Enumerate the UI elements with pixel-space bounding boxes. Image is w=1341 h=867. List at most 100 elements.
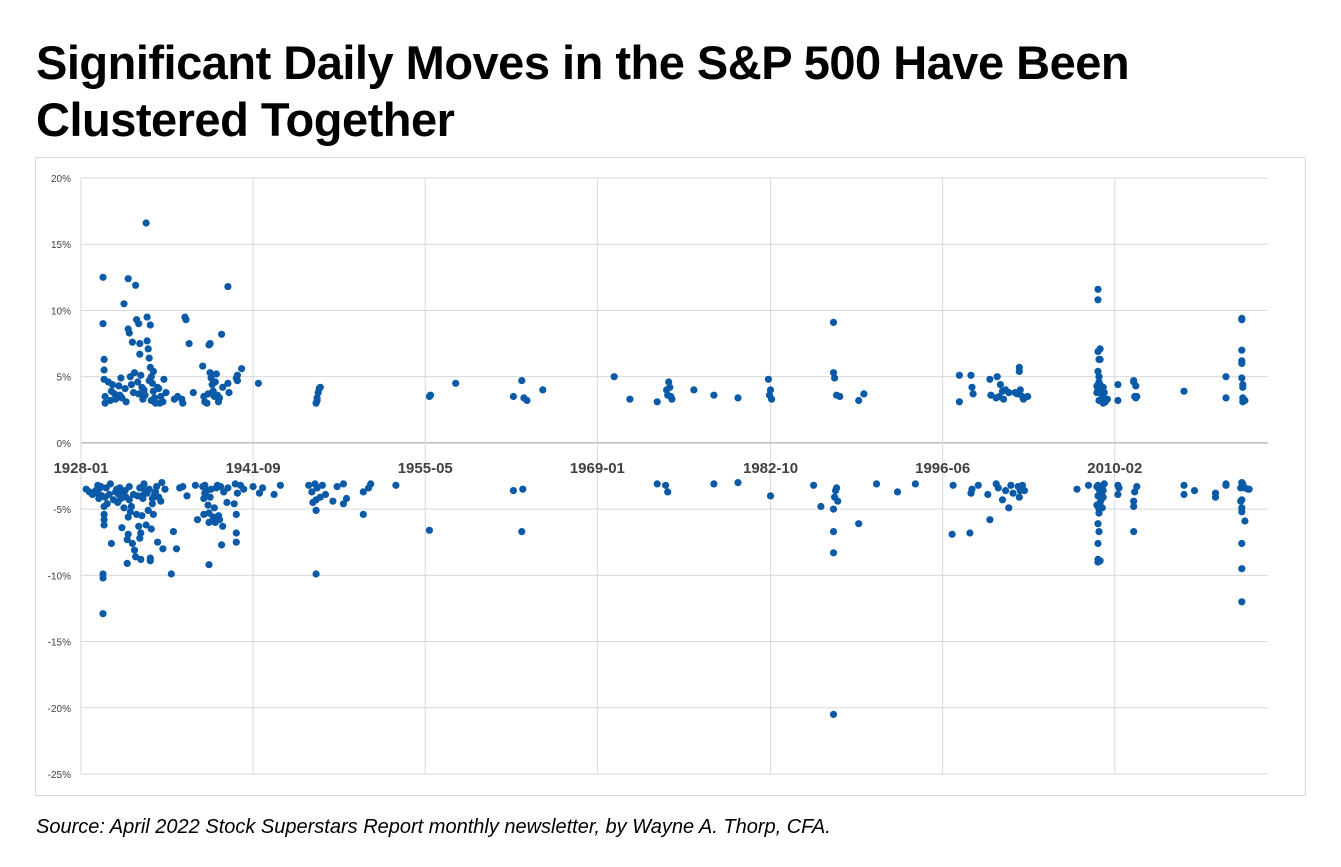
data-point: [140, 480, 148, 488]
data-point: [948, 530, 956, 538]
data-point: [1222, 373, 1230, 381]
data-point: [359, 488, 367, 496]
data-point: [426, 391, 435, 399]
data-point: [204, 501, 212, 509]
data-point: [1180, 481, 1188, 489]
data-point: [1015, 367, 1023, 375]
data-point: [118, 524, 126, 532]
data-point: [509, 392, 517, 401]
data-point: [626, 395, 634, 403]
data-point: [1238, 565, 1246, 573]
data-point: [666, 383, 674, 391]
data-point: [270, 490, 278, 499]
data-point: [1094, 539, 1102, 548]
data-point: [1238, 496, 1246, 504]
data-point: [955, 398, 964, 406]
y-tick-label: -5%: [53, 505, 71, 516]
data-point: [539, 386, 547, 394]
y-tick-label: 20%: [51, 174, 71, 185]
data-point: [610, 373, 618, 381]
data-point: [998, 496, 1007, 504]
data-point: [1100, 480, 1108, 488]
data-point: [130, 369, 139, 377]
data-point: [1013, 390, 1021, 398]
data-point: [1024, 392, 1032, 401]
data-point: [127, 381, 135, 389]
data-point: [99, 273, 107, 281]
data-point: [1238, 598, 1246, 606]
data-point: [509, 487, 517, 495]
data-point: [518, 377, 526, 385]
data-point: [143, 313, 151, 321]
data-point: [1095, 396, 1103, 405]
data-point: [968, 485, 976, 493]
data-point: [143, 337, 151, 345]
data-point: [217, 483, 225, 491]
data-point: [831, 374, 839, 382]
gridlines: [80, 177, 1268, 775]
data-point: [95, 494, 103, 503]
data-point: [212, 370, 220, 378]
data-point: [855, 520, 863, 528]
data-point: [199, 362, 207, 370]
y-tick-label: 0%: [57, 439, 72, 450]
data-point: [829, 528, 838, 536]
data-point: [144, 506, 152, 514]
data-point: [829, 549, 838, 557]
data-point: [191, 481, 199, 489]
data-point: [996, 381, 1005, 389]
data-point: [1222, 394, 1230, 402]
data-point: [137, 555, 145, 563]
data-point: [109, 496, 118, 504]
data-point: [1094, 296, 1102, 304]
data-point: [141, 391, 149, 399]
data-point: [968, 383, 976, 391]
data-point: [987, 391, 995, 399]
data-point: [100, 366, 108, 374]
data-point: [1241, 517, 1249, 525]
data-point: [834, 497, 842, 505]
data-point: [135, 522, 143, 530]
data-point: [994, 484, 1002, 492]
data-point: [206, 493, 214, 501]
data-point: [185, 340, 193, 348]
data-point: [1096, 557, 1104, 565]
y-tick-labels: 20% 15% 10% 5% 0% -5% -10% -15% -20% -25%: [48, 174, 71, 781]
y-tick-label: -20%: [48, 704, 71, 715]
data-point: [232, 529, 240, 537]
data-point: [151, 488, 160, 496]
data-point: [1015, 493, 1023, 501]
data-point: [1094, 285, 1102, 293]
data-point: [232, 538, 240, 546]
data-point: [367, 480, 375, 488]
data-point: [1095, 485, 1103, 493]
data-point: [122, 493, 130, 501]
data-point: [120, 504, 128, 512]
data-point: [974, 481, 982, 489]
data-point: [836, 392, 844, 401]
data-point: [829, 318, 838, 326]
data-point: [142, 219, 150, 227]
data-point: [1098, 504, 1106, 512]
data-point: [1084, 481, 1093, 489]
data-point: [179, 399, 187, 407]
data-point: [259, 484, 267, 492]
data-point: [318, 481, 326, 489]
data-point: [225, 389, 233, 397]
data-point: [966, 529, 974, 537]
data-point: [161, 485, 169, 493]
data-point: [156, 399, 164, 407]
chart-area: 20% 15% 10% 5% 0% -5% -10% -15% -20% -25% 1928-01…: [35, 157, 1306, 796]
data-point: [210, 504, 218, 512]
data-point: [1238, 359, 1246, 367]
data-point: [1096, 355, 1104, 363]
data-point: [224, 484, 232, 492]
data-point: [223, 498, 231, 507]
y-tick-label: -15%: [48, 638, 71, 649]
x-tick-label: 1969-01: [570, 460, 625, 477]
data-point: [155, 493, 163, 501]
data-point: [1238, 504, 1246, 512]
data-point: [833, 484, 841, 492]
data-point: [232, 510, 240, 518]
data-point: [218, 330, 226, 338]
